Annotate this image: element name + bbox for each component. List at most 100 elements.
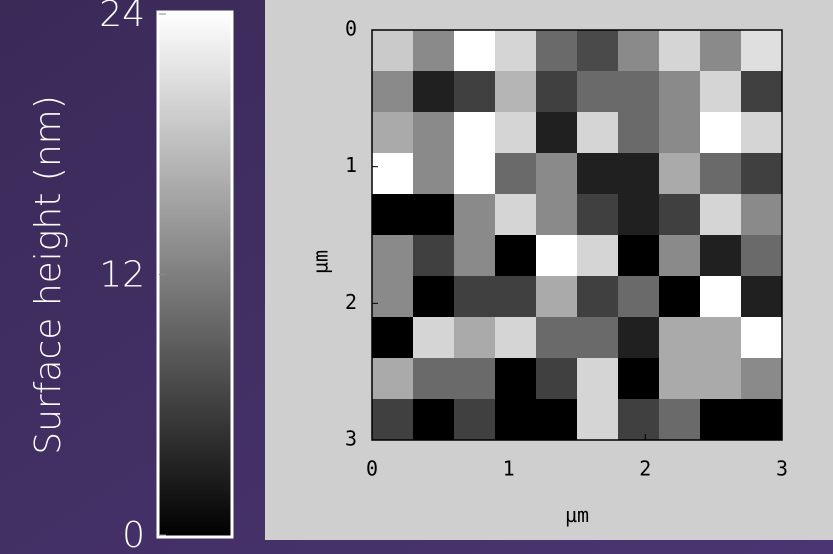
heatmap-cell xyxy=(577,71,619,113)
heatmap-cell xyxy=(372,194,414,236)
colorbar-tick-label: 0 xyxy=(122,515,145,554)
heatmap-cell xyxy=(413,399,455,441)
colorbar-label: Surface height (nm) xyxy=(28,95,69,455)
heatmap-cell xyxy=(741,317,783,359)
heatmap-cell xyxy=(700,71,742,113)
heatmap-cell xyxy=(454,194,496,236)
heatmap-cell xyxy=(413,71,455,113)
heatmap-cell xyxy=(577,317,619,359)
heatmap-cell xyxy=(372,71,414,113)
heatmap-cell xyxy=(577,194,619,236)
heatmap-cell xyxy=(741,276,783,318)
heatmap-cell xyxy=(454,317,496,359)
heatmap-cell xyxy=(741,235,783,277)
heatmap-cell xyxy=(700,358,742,400)
heatmap-cell xyxy=(577,358,619,400)
heatmap-cell xyxy=(618,399,660,441)
heatmap-cell xyxy=(700,153,742,195)
heatmap-cell xyxy=(700,276,742,318)
heatmap-cell xyxy=(372,153,414,195)
heatmap-cell xyxy=(536,112,578,154)
heatmap-cell xyxy=(700,30,742,72)
heatmap-cell xyxy=(495,235,537,277)
heatmap-cell xyxy=(741,30,783,72)
heatmap-cell xyxy=(618,358,660,400)
heatmap-cell xyxy=(618,317,660,359)
heatmap-cell xyxy=(495,358,537,400)
heatmap-cell xyxy=(413,153,455,195)
heatmap-cell xyxy=(413,30,455,72)
heatmap-cell xyxy=(536,30,578,72)
heatmap-cell xyxy=(741,153,783,195)
heatmap-cell xyxy=(659,399,701,441)
chart: Surface height (nm) µm µm 0122401230123 xyxy=(0,0,833,554)
heatmap-cell xyxy=(700,112,742,154)
heatmap-cell xyxy=(618,194,660,236)
heatmap-cell xyxy=(413,235,455,277)
heatmap-cell xyxy=(495,71,537,113)
heatmap-cell xyxy=(659,317,701,359)
heatmap-cell xyxy=(577,276,619,318)
heatmap-cell xyxy=(372,317,414,359)
heatmap-cell xyxy=(372,276,414,318)
heatmap-cell xyxy=(413,276,455,318)
heatmap-cell xyxy=(536,317,578,359)
heatmap-cell xyxy=(577,153,619,195)
y-tick-label: 3 xyxy=(345,427,357,451)
y-axis-label: µm xyxy=(309,250,333,274)
heatmap-cell xyxy=(659,30,701,72)
heatmap-cell xyxy=(700,317,742,359)
heatmap-cell xyxy=(700,235,742,277)
heatmap-cell xyxy=(495,194,537,236)
heatmap-cell xyxy=(536,71,578,113)
heatmap-cell xyxy=(659,153,701,195)
x-tick-label: 0 xyxy=(366,457,378,481)
heatmap-cell xyxy=(454,71,496,113)
heatmap-cell xyxy=(618,276,660,318)
heatmap-cell xyxy=(372,399,414,441)
x-tick-label: 1 xyxy=(503,457,515,481)
y-tick-label: 1 xyxy=(345,153,357,177)
heatmap-cell xyxy=(413,317,455,359)
heatmap-cell xyxy=(741,194,783,236)
heatmap-cell xyxy=(372,358,414,400)
heatmap-cell xyxy=(741,71,783,113)
heatmap-cell xyxy=(495,30,537,72)
heatmap-cell xyxy=(618,235,660,277)
heatmap-cell xyxy=(659,194,701,236)
heatmap-cell xyxy=(454,399,496,441)
heatmap-cell xyxy=(659,358,701,400)
colorbar xyxy=(158,12,232,537)
heatmap-cell xyxy=(495,399,537,441)
heatmap-cell xyxy=(577,30,619,72)
heatmap-cell xyxy=(495,112,537,154)
heatmap-cell xyxy=(536,276,578,318)
x-tick-label: 3 xyxy=(776,457,788,481)
heatmap-cell xyxy=(577,399,619,441)
heatmap-cell xyxy=(536,358,578,400)
heatmap-cell xyxy=(700,399,742,441)
heatmap-cell xyxy=(618,71,660,113)
heatmap-cell xyxy=(454,276,496,318)
heatmap-cell xyxy=(454,30,496,72)
heatmap-cell xyxy=(618,30,660,72)
heatmap-cell xyxy=(372,112,414,154)
heatmap-cell xyxy=(495,153,537,195)
heatmap-cell xyxy=(454,153,496,195)
heatmap-cell xyxy=(372,30,414,72)
heatmap-cell xyxy=(700,194,742,236)
heatmap-cell xyxy=(495,317,537,359)
heatmap-cell xyxy=(536,153,578,195)
heatmap-cell xyxy=(495,276,537,318)
y-tick-label: 0 xyxy=(345,17,357,41)
heatmap-cell xyxy=(536,235,578,277)
heatmap-cell xyxy=(536,194,578,236)
heatmap-cell xyxy=(577,235,619,277)
heatmap-cell xyxy=(659,235,701,277)
colorbar-tick-label: 12 xyxy=(99,255,145,296)
heatmap-cell xyxy=(413,358,455,400)
heatmap-cell xyxy=(454,358,496,400)
heatmap-cell xyxy=(454,235,496,277)
colorbar-tick-label: 24 xyxy=(99,0,145,35)
heatmap-cell xyxy=(659,276,701,318)
